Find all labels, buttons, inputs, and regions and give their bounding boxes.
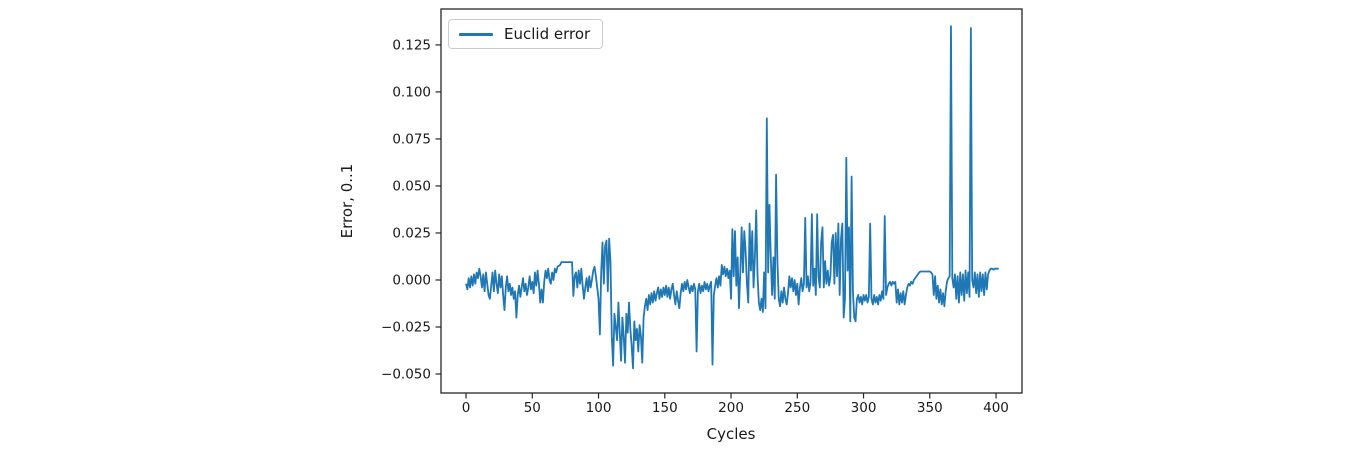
plot-border [440, 8, 1023, 394]
x-tick-label: 0 [462, 400, 471, 416]
legend: Euclid error [448, 19, 604, 49]
x-tick-label: 50 [524, 400, 541, 416]
y-tick-label: 0.075 [392, 131, 431, 147]
y-tick-label: −0.050 [381, 367, 431, 383]
y-axis-label: Error, 0..1 [338, 163, 356, 239]
x-axis-label: Cycles [706, 425, 756, 443]
x-tick-label: 100 [586, 400, 612, 416]
legend-line-sample [459, 32, 493, 36]
y-tick-label: 0.025 [392, 225, 431, 241]
y-tick-label: 0.000 [392, 272, 431, 288]
y-tick-label: 0.050 [392, 178, 431, 194]
x-tick-label: 400 [983, 400, 1009, 416]
x-tick-label: 300 [851, 400, 877, 416]
y-tick-label: 0.125 [392, 37, 431, 53]
legend-label: Euclid error [504, 24, 591, 43]
x-tick-label: 200 [718, 400, 744, 416]
x-tick-label: 250 [784, 400, 810, 416]
x-tick-label: 150 [652, 400, 678, 416]
y-tick-label: −0.025 [381, 319, 431, 335]
y-tick-label: 0.100 [392, 84, 431, 100]
x-tick-label: 350 [917, 400, 943, 416]
euclid-error-line [465, 25, 999, 370]
